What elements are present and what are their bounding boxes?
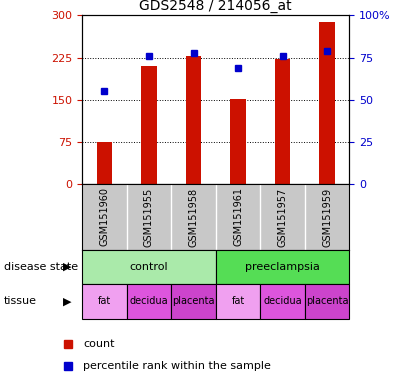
Bar	[186, 56, 201, 184]
Text: control: control	[130, 262, 168, 272]
Bar	[127, 284, 171, 319]
Text: ▶: ▶	[63, 296, 72, 306]
Text: placenta: placenta	[172, 296, 215, 306]
Text: decidua: decidua	[263, 296, 302, 306]
Bar	[141, 66, 157, 184]
Text: GSM151958: GSM151958	[189, 187, 199, 247]
Text: GSM151959: GSM151959	[322, 187, 332, 247]
Bar	[82, 284, 127, 319]
Text: fat: fat	[231, 296, 245, 306]
Bar	[260, 284, 305, 319]
Bar	[216, 250, 349, 284]
Title: GDS2548 / 214056_at: GDS2548 / 214056_at	[139, 0, 292, 13]
Bar	[305, 284, 349, 319]
Bar	[319, 22, 335, 184]
Text: tissue: tissue	[4, 296, 37, 306]
Text: GSM151960: GSM151960	[99, 187, 109, 247]
Bar	[216, 284, 260, 319]
Text: GSM151961: GSM151961	[233, 187, 243, 247]
Text: preeclampsia: preeclampsia	[245, 262, 320, 272]
Bar	[171, 284, 216, 319]
Text: disease state: disease state	[4, 262, 78, 272]
Bar	[230, 99, 246, 184]
Text: ▶: ▶	[63, 262, 72, 272]
Text: fat: fat	[98, 296, 111, 306]
Text: percentile rank within the sample: percentile rank within the sample	[83, 361, 271, 371]
Text: placenta: placenta	[306, 296, 349, 306]
Text: GSM151957: GSM151957	[277, 187, 288, 247]
Bar	[97, 142, 112, 184]
Text: count: count	[83, 339, 115, 349]
Bar	[275, 59, 290, 184]
Text: decidua: decidua	[130, 296, 168, 306]
Text: GSM151955: GSM151955	[144, 187, 154, 247]
Bar	[82, 250, 216, 284]
